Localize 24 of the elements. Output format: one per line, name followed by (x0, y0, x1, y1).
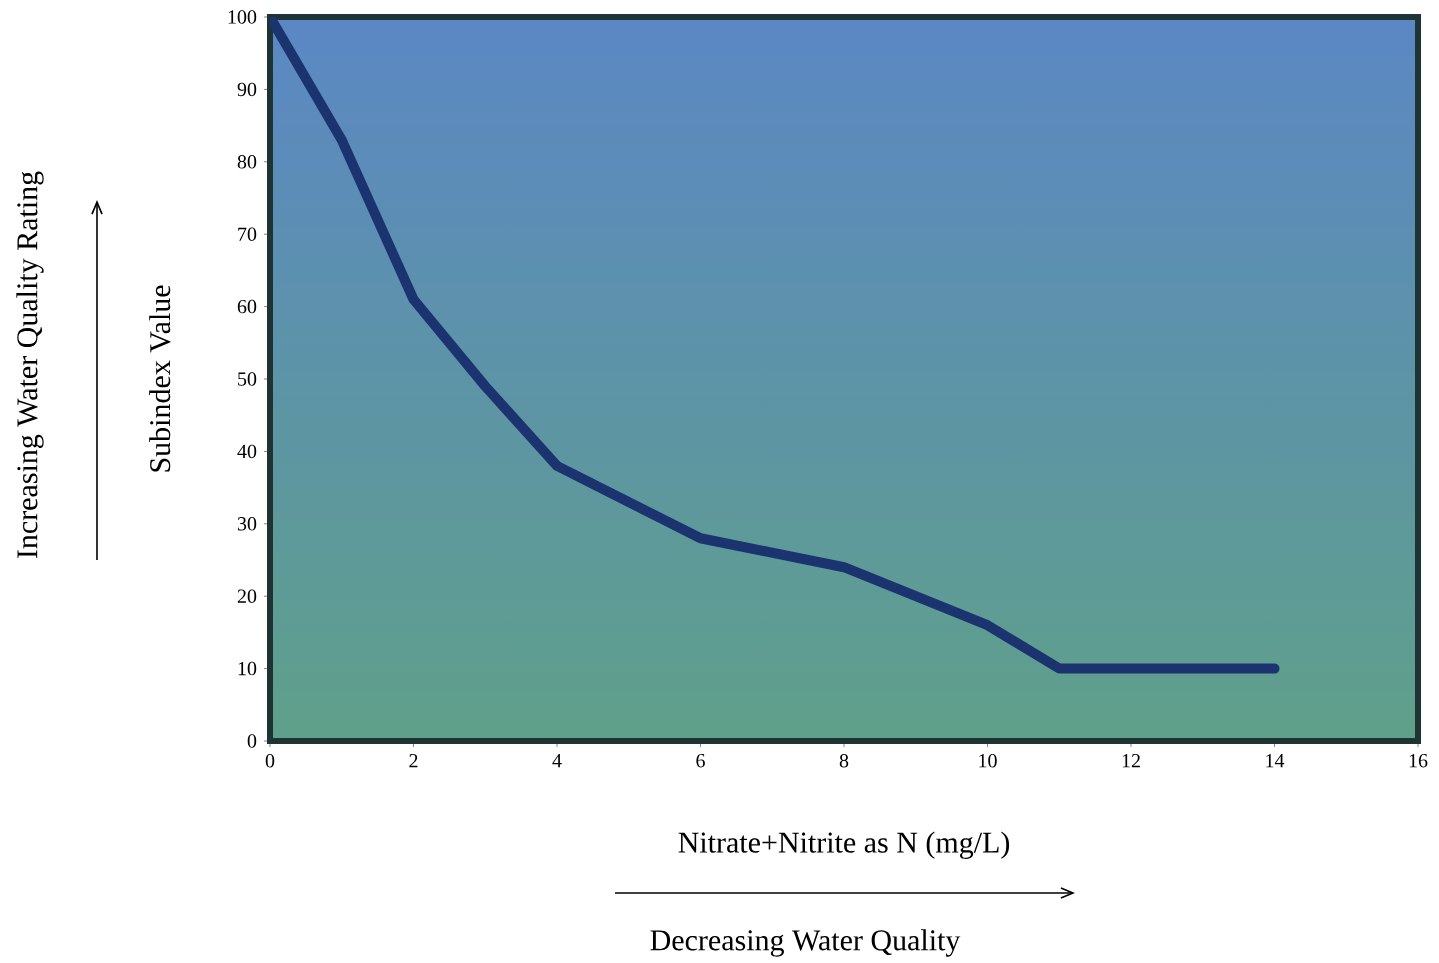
y-axis-title: Subindex Value (149, 285, 171, 472)
y-tick-label: 80 (237, 155, 257, 169)
y-tick-label: 60 (237, 299, 257, 314)
y-tick-label: 100 (228, 10, 257, 24)
x-tick-label: 6 (696, 754, 705, 768)
text: Increasing Water Quality Rating (16, 171, 44, 559)
y-tick-label: 30 (237, 517, 257, 531)
y-tick-label: 90 (237, 82, 257, 97)
x-tick-label: 14 (1266, 754, 1285, 768)
y-tick-label: 70 (238, 227, 257, 241)
x-tick-label: 0 (265, 754, 275, 768)
y-tick-label: 0 (247, 734, 257, 748)
x-tick-label: 4 (552, 754, 562, 768)
y-tick-label: 10 (238, 661, 257, 676)
y-tick-label: 20 (237, 589, 257, 603)
x-tick-label: 12 (1122, 754, 1140, 768)
x-tick-label: 10 (979, 754, 997, 768)
x-tick-label: 2 (409, 754, 418, 768)
y-tick-label: 50 (238, 372, 257, 386)
x-axis-title: Nitrate+Nitrite as N (mg/L) (678, 831, 1010, 859)
text: Decreasing Water Quality (650, 929, 961, 957)
x-tick-label: 16 (1409, 754, 1428, 768)
y-tick-label: 40 (237, 444, 257, 459)
x-tick-label: 8 (839, 754, 849, 768)
